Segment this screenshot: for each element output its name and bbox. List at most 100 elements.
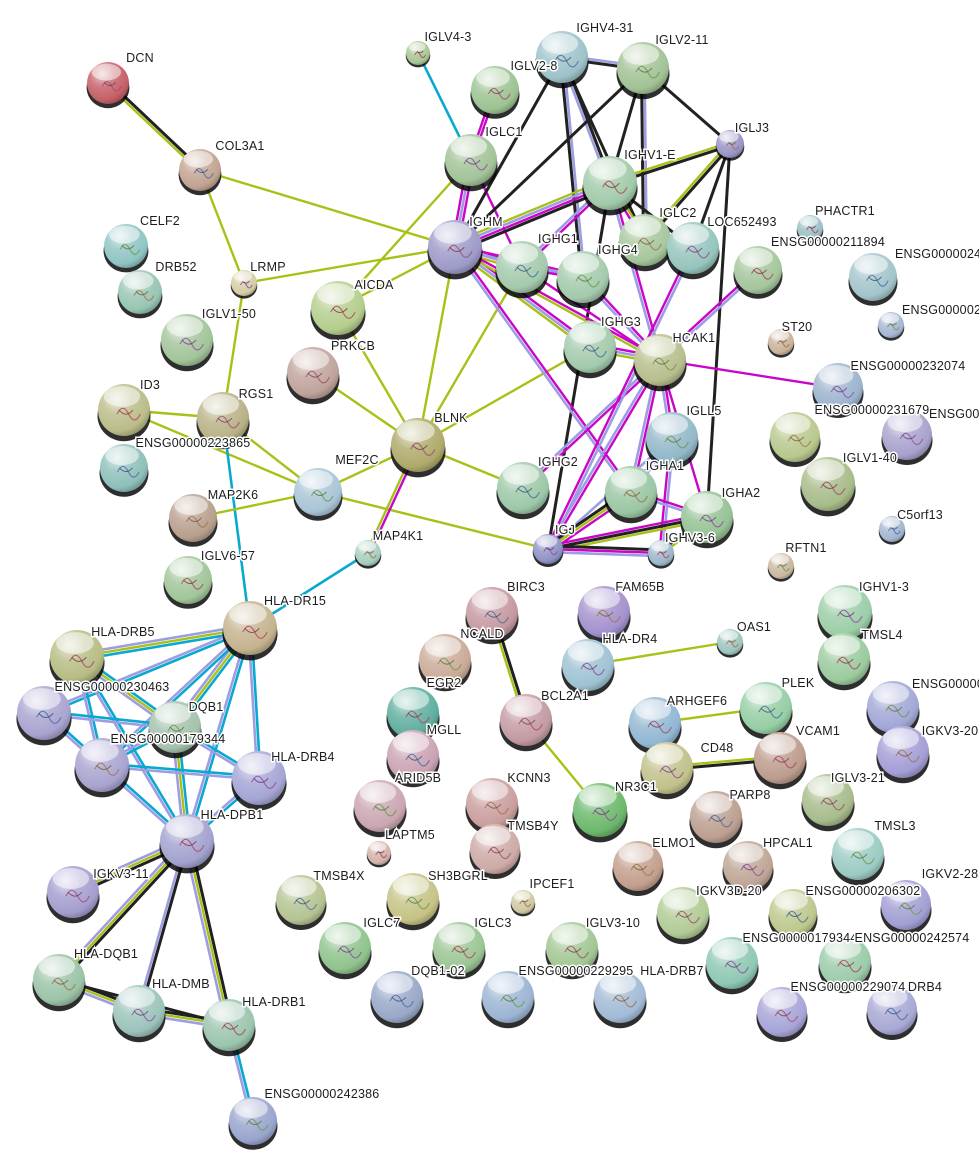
node-IGLV1-40[interactable]	[800, 457, 856, 517]
edge-MEF2C-IGJ[interactable]	[317, 490, 549, 551]
node-IGHV1-3[interactable]	[817, 585, 873, 645]
edge-IGLJ3-IGHA2[interactable]	[705, 143, 732, 518]
node-IGLV3-21[interactable]	[801, 774, 855, 832]
edge-IGJ-IGHV3-6[interactable]	[547, 544, 662, 558]
node-ENSG00000211894[interactable]	[733, 246, 783, 299]
node-IGKV3-20[interactable]	[876, 726, 930, 784]
node-ST20[interactable]	[767, 329, 795, 358]
node-IGLC2[interactable]	[618, 214, 672, 272]
node-SH3BGRL[interactable]	[386, 873, 440, 931]
node-BLNK[interactable]	[390, 418, 446, 478]
node-IGHG3[interactable]	[563, 321, 617, 379]
node-DRB4[interactable]	[866, 985, 918, 1040]
node-ENSG000002425[interactable]	[848, 253, 898, 306]
edge-HCAK1-ENSG00000232074[interactable]	[659, 358, 839, 390]
node-ENSG00000179344b[interactable]	[705, 937, 759, 995]
node-IGLV4-3[interactable]	[405, 41, 431, 68]
edge-IGHV4-31-IGLC2[interactable]	[560, 56, 647, 241]
node-IGHV3-6[interactable]	[647, 540, 675, 569]
node-RFTN1[interactable]	[767, 553, 795, 582]
node-HLA-DR4[interactable]	[561, 639, 615, 697]
edge-IGHM-IGHA1[interactable]	[452, 245, 634, 494]
node-IGHM[interactable]	[427, 220, 483, 280]
node-MAP2K6[interactable]	[168, 494, 218, 547]
edge-COL3A1-IGHM[interactable]	[199, 168, 456, 249]
node-IGLJ3[interactable]	[715, 130, 745, 161]
node-ARID5B[interactable]	[353, 780, 407, 838]
node-MAP4K1[interactable]	[354, 540, 382, 569]
edge-BLNK-IGHM[interactable]	[416, 246, 457, 446]
node-IGLV2-8[interactable]	[470, 66, 520, 119]
node-ENSG00000229295[interactable]	[481, 971, 535, 1029]
edge-IGHV4-31-IGHG4[interactable]	[558, 56, 586, 278]
node-C5orf13[interactable]	[878, 516, 906, 545]
node-EGR2[interactable]	[386, 687, 440, 745]
node-ENSG0000[interactable]	[881, 410, 933, 465]
edge-IGLV2-11-IGHM[interactable]	[453, 66, 645, 249]
node-PHACTR1[interactable]	[796, 215, 824, 244]
node-IGLC1[interactable]	[444, 134, 498, 192]
node-IGLV2-11[interactable]	[616, 42, 670, 100]
node-IGLC3[interactable]	[432, 922, 486, 980]
node-AICDA[interactable]	[310, 281, 366, 341]
node-IGHV1-E[interactable]	[582, 156, 638, 216]
node-HPCAL1[interactable]	[722, 841, 774, 896]
node-HLA-DRB1[interactable]	[202, 999, 256, 1057]
node-MEF2C[interactable]	[293, 468, 343, 521]
node-IGJ[interactable]	[532, 534, 564, 567]
node-MGLL[interactable]	[386, 730, 440, 788]
edge-ID3-MEF2C[interactable]	[123, 408, 319, 494]
node-TMSL4[interactable]	[817, 633, 871, 691]
node-ID3[interactable]	[97, 384, 151, 442]
node-VCAM1[interactable]	[753, 732, 807, 790]
node-IGKV2-28[interactable]	[880, 880, 932, 935]
node-NCALD[interactable]	[418, 634, 472, 692]
node-LOC652493[interactable]	[666, 222, 720, 280]
node-HLA-DMB[interactable]	[112, 985, 166, 1043]
node-DCN[interactable]	[86, 62, 130, 109]
node-ENSG00000230463[interactable]	[16, 686, 72, 746]
node-HLA-DRB4[interactable]	[231, 751, 287, 811]
edge-RGS1-HLA-DR15[interactable]	[221, 417, 252, 629]
node-IGHG1[interactable]	[495, 241, 549, 299]
edge-BLNK-IGHG3[interactable]	[417, 345, 591, 447]
node-BIRC3[interactable]	[465, 587, 519, 645]
node-BCL2A1[interactable]	[499, 694, 553, 752]
node-IGHG2[interactable]	[496, 462, 550, 520]
node-ENSG00000206302[interactable]	[768, 889, 818, 942]
node-ENSG00000229074[interactable]	[756, 987, 808, 1042]
node-ENSG00000242574[interactable]	[818, 936, 872, 994]
node-PLEK[interactable]	[739, 682, 793, 740]
edge-LRMP-IGHM[interactable]	[243, 245, 456, 285]
edge-BLNK-IGHG1[interactable]	[416, 266, 524, 446]
node-OAS1[interactable]	[716, 629, 744, 658]
node-ENSG00000242386[interactable]	[228, 1097, 278, 1150]
node-LRMP[interactable]	[230, 270, 258, 299]
node-IPCEF1[interactable]	[510, 890, 536, 917]
node-IGKV3-11[interactable]	[46, 866, 100, 924]
node-ENSG00000232074[interactable]	[812, 363, 864, 418]
node-NR3C1[interactable]	[572, 783, 628, 843]
node-RGS1[interactable]	[196, 392, 250, 450]
node-ENSG000002[interactable]	[866, 681, 920, 739]
node-HLA-DQB1[interactable]	[32, 954, 86, 1012]
node-IGLC7[interactable]	[318, 922, 372, 980]
edge-HLA-DR15-HLA-DRB5[interactable]	[76, 623, 251, 662]
node-TMSL3[interactable]	[831, 828, 885, 886]
node-IGKV3D-20[interactable]	[656, 887, 710, 945]
node-FAM65B[interactable]	[577, 586, 631, 644]
node-KCNN3[interactable]	[465, 778, 519, 836]
edge-IGJ-LOC652493[interactable]	[545, 246, 696, 551]
node-ENSG00000231679[interactable]	[769, 412, 821, 467]
node-HLA-DRB5[interactable]	[49, 630, 105, 690]
edge-IGHM-HCAK1[interactable]	[453, 244, 662, 363]
node-IGLV6-57[interactable]	[163, 556, 213, 609]
edge-IGHV4-31-IGHM[interactable]	[453, 56, 564, 248]
node-IGHV4-31[interactable]	[535, 31, 589, 89]
node-PARP8[interactable]	[689, 791, 743, 849]
node-IGHA2[interactable]	[680, 491, 734, 549]
node-IGHG4[interactable]	[556, 251, 610, 309]
node-IGHA1[interactable]	[604, 466, 658, 524]
node-ENSG00000223865[interactable]	[99, 444, 149, 497]
edge-HLA-DR15-ENSG00000230463[interactable]	[42, 625, 252, 716]
